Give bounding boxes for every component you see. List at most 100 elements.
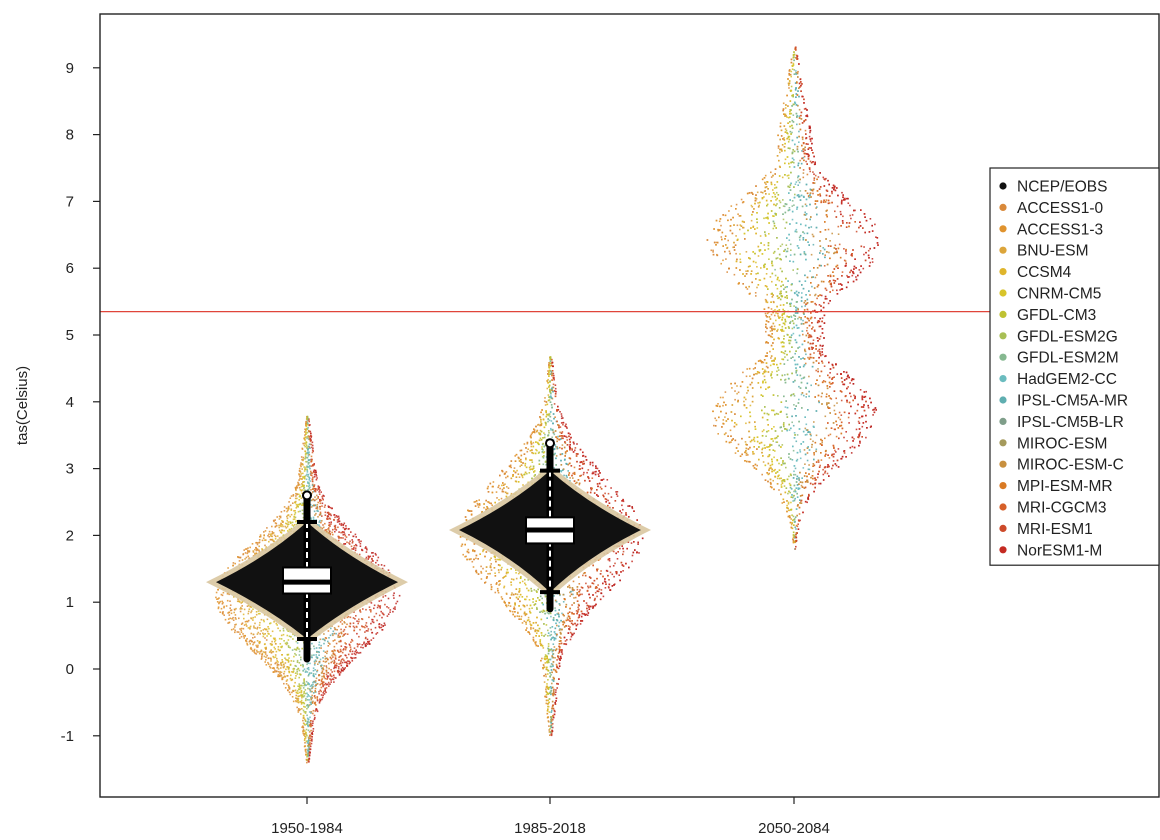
violin-point (307, 741, 309, 744)
violin-point (303, 734, 305, 736)
violin-point (237, 556, 239, 558)
violin-point (306, 428, 309, 430)
violin-point (344, 667, 346, 669)
violin-point (332, 634, 334, 637)
violin-point (344, 648, 347, 651)
violin-point (274, 535, 277, 538)
violin-point (308, 731, 311, 733)
violin-point (333, 670, 336, 673)
violin-point (304, 692, 307, 695)
violin-point (349, 644, 351, 647)
violin-point (260, 658, 263, 660)
violin-point (354, 618, 356, 620)
violin-point (319, 508, 321, 510)
violin-point (550, 396, 552, 398)
violin-point (368, 556, 370, 559)
violin-point (328, 527, 330, 529)
violin-point (219, 611, 221, 613)
violin-point (320, 686, 323, 689)
violin-point (308, 443, 311, 445)
violin-point (294, 664, 296, 667)
violin-point (262, 537, 265, 539)
violin-point (380, 626, 383, 629)
violin-point (245, 623, 247, 625)
violin-point (310, 439, 312, 442)
violin-point (616, 495, 619, 497)
violin-point (293, 655, 295, 658)
violin-point (526, 450, 529, 453)
violin-point (547, 430, 550, 432)
violin-point (255, 541, 258, 544)
violin-point (307, 724, 309, 726)
violin-point (381, 567, 384, 570)
violin-point (318, 491, 320, 493)
violin-point (279, 672, 281, 674)
violin-point (300, 701, 303, 703)
violin-point (263, 620, 265, 623)
violin-point (327, 658, 329, 661)
violin-point (352, 625, 355, 628)
violin-point (271, 525, 273, 528)
violin-point (576, 623, 579, 626)
violin-point (320, 644, 322, 647)
violin-point (326, 515, 329, 517)
violin-point (295, 697, 297, 699)
violin-point (534, 470, 536, 472)
violin-point (322, 524, 324, 526)
violin-point (338, 656, 340, 659)
violin-point (378, 614, 381, 617)
violin-point (351, 640, 354, 642)
violin-point (273, 646, 276, 649)
violin-point (259, 612, 261, 615)
violin-point (301, 509, 304, 512)
violin-point (312, 465, 314, 467)
violin-point (270, 539, 273, 541)
violin-point (263, 655, 266, 658)
violin-point (302, 459, 304, 462)
violin-point (302, 714, 305, 717)
violin-point (308, 419, 310, 421)
violin-point (295, 523, 298, 526)
violin-point (587, 469, 590, 471)
violin-point (314, 697, 316, 699)
violin-point (252, 551, 255, 553)
violin-point (608, 579, 610, 581)
violin-point (313, 510, 316, 513)
violin-point (300, 664, 302, 667)
violin-point (509, 610, 512, 613)
violin-point (384, 603, 386, 606)
violin-point (278, 526, 280, 529)
violin-point (302, 726, 305, 729)
violin-point (387, 569, 390, 571)
violin-point (506, 486, 508, 488)
violin-point (308, 758, 311, 760)
violin-point (554, 710, 556, 713)
violin-point (353, 626, 356, 629)
violin-point (308, 461, 310, 464)
violin-point (269, 534, 272, 536)
violin-point (271, 650, 274, 653)
violin-point (306, 663, 308, 666)
violin-point (297, 493, 300, 496)
violin-point (499, 487, 501, 490)
violin-point (256, 649, 258, 652)
violin-point (324, 529, 326, 531)
violin-point (332, 650, 335, 653)
violin-point (357, 622, 359, 625)
violin-point (268, 540, 270, 543)
violin-point (259, 650, 262, 653)
violin-point (526, 472, 528, 475)
violin-point (310, 712, 312, 714)
violin-point (530, 433, 533, 436)
violin-point (264, 661, 266, 663)
violin-point (248, 640, 251, 643)
violin-point (293, 515, 295, 518)
violin-point (306, 667, 309, 670)
violin-point (336, 670, 339, 672)
violin-point (323, 693, 326, 695)
violin-point (300, 689, 303, 692)
violin-point (312, 722, 314, 724)
violin-point (234, 609, 236, 611)
violin-point (301, 489, 303, 491)
violin-point (218, 597, 220, 599)
